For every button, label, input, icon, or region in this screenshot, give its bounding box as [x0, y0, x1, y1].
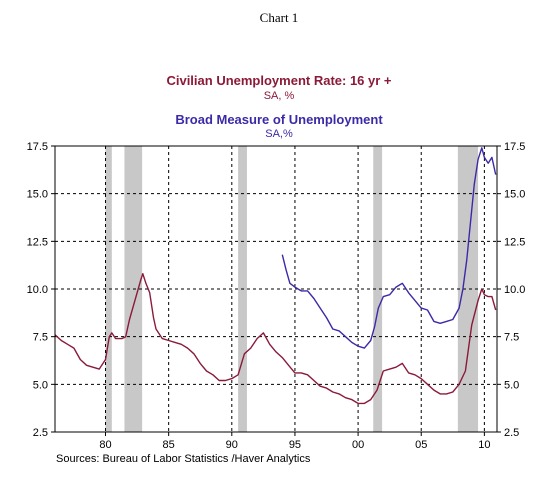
y-tick-label-left-3: 7.5: [33, 332, 48, 344]
y-tick-label-left-6: 15.0: [27, 189, 48, 201]
x-tick-label-6: 05: [415, 439, 427, 451]
series1-units: SA, %: [264, 90, 295, 102]
series2-title: Broad Measure of Unemployment: [175, 112, 383, 127]
y-tick-label-left-7: 17.5: [27, 141, 48, 153]
axis-labels: 2.5 2.5 5.0 5.0 7.5 7.5 10.0 10.0 12.5 12.5 15.0 15…: [27, 141, 526, 451]
x-tick-label-1: 80: [99, 439, 111, 451]
series1-title: Civilian Unemployment Rate: 16 yr +: [166, 73, 391, 88]
x-tick-label-3: 90: [226, 439, 238, 451]
y-tick-label-right-1: 2.5: [504, 427, 519, 439]
recession-band-5: [457, 146, 479, 432]
y-tick-label-left-5: 12.5: [27, 236, 48, 248]
y-tick-label-right-4: 10.0: [504, 284, 525, 296]
y-tick-label-left-1: 2.5: [33, 427, 48, 439]
series2-units: SA,%: [265, 128, 293, 140]
series-line-2: [281, 147, 497, 349]
series-lines: [54, 147, 497, 405]
y-tick-label-left-4: 10.0: [27, 284, 48, 296]
recession-band-1: [105, 146, 112, 432]
x-tick-label-4: 95: [289, 439, 301, 451]
x-tick-label-5: 00: [352, 439, 364, 451]
y-tick-label-left-2: 5.0: [33, 379, 48, 391]
y-tick-label-right-6: 15.0: [504, 189, 525, 201]
x-tick-label-7: 10: [478, 439, 490, 451]
y-tick-label-right-7: 17.5: [504, 141, 525, 153]
series-line-1: [54, 273, 497, 405]
x-tick-label-2: 85: [163, 439, 175, 451]
chart-number: Chart 1: [260, 10, 299, 25]
gridlines: [55, 145, 497, 433]
y-tick-label-right-3: 7.5: [504, 332, 519, 344]
recession-band-4: [373, 146, 383, 432]
source-note: Sources: Bureau of Labor Statistics /Hav…: [56, 453, 311, 465]
y-tick-label-right-2: 5.0: [504, 379, 519, 391]
y-tick-label-right-5: 12.5: [504, 236, 525, 248]
